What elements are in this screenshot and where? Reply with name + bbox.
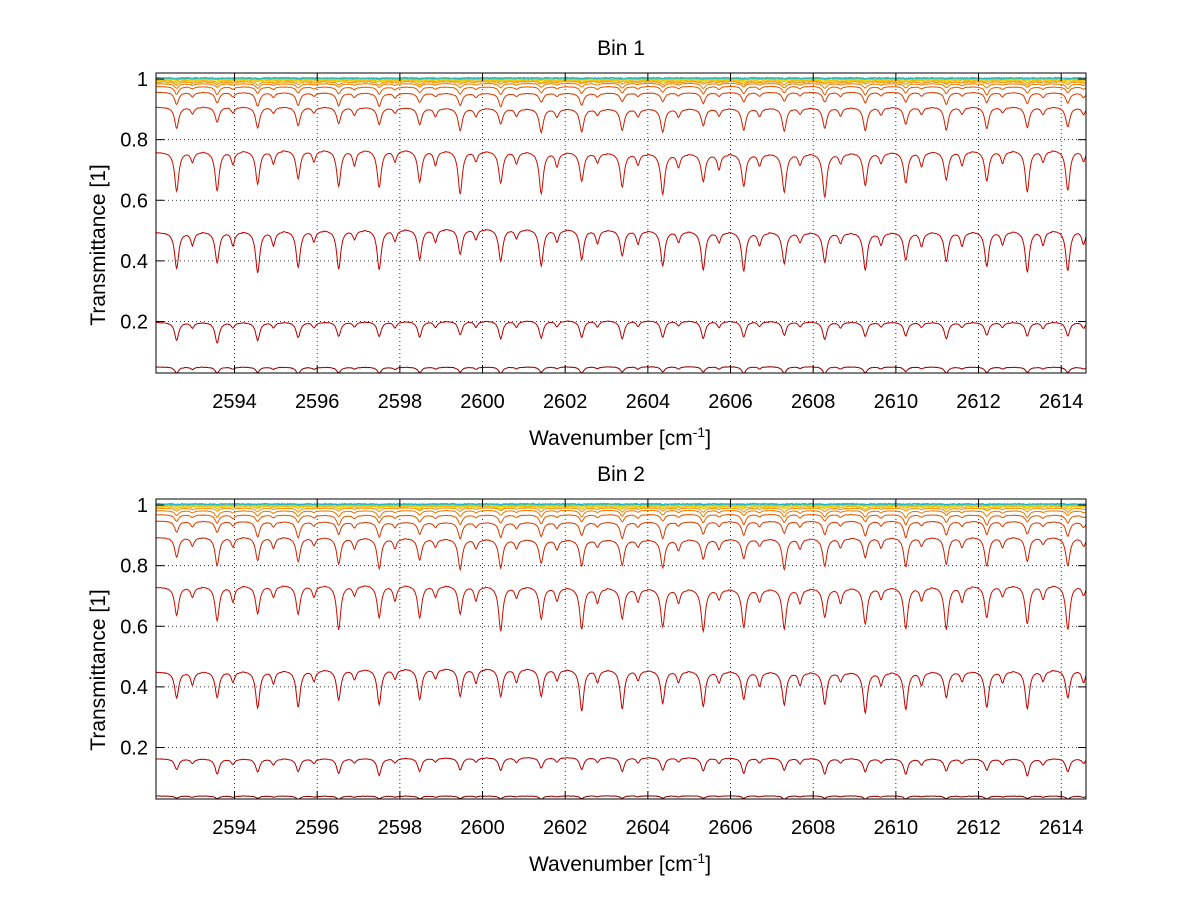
series-line xyxy=(156,507,1086,513)
y-tick-label: 0.8 xyxy=(120,130,148,152)
y-tick-label: 0.8 xyxy=(120,556,148,578)
y-tick-label: 1 xyxy=(137,69,148,91)
axes-box xyxy=(155,498,1087,800)
series-line xyxy=(156,502,1086,506)
x-tick-label: 2614 xyxy=(1039,391,1084,413)
ticks: 2594 2596 2598 2600 2602 2604 2606 2608 2610 2612… xyxy=(120,495,1086,839)
series-line xyxy=(156,228,1086,274)
x-tick-label: 2604 xyxy=(626,391,671,413)
y-tick-label: 0.6 xyxy=(120,616,148,638)
series-line xyxy=(156,85,1086,96)
ticks: 2594 2596 2598 2600 2602 2604 2606 2608 2610 2612… xyxy=(120,69,1086,413)
series-line xyxy=(156,757,1086,777)
x-tick-label: 2612 xyxy=(956,391,1001,413)
x-tick-label: 2614 xyxy=(1039,817,1084,839)
x-tick-label: 2602 xyxy=(543,817,588,839)
series-line xyxy=(156,668,1086,715)
x-tick-label: 2608 xyxy=(791,817,836,839)
subplot-bin-2: Bin 2 Transmittance [1] Wavenumber [cm-1… xyxy=(87,463,1087,876)
series-line xyxy=(156,509,1086,519)
chart-title: Bin 2 xyxy=(597,463,645,486)
y-tick-label: 1 xyxy=(137,495,148,517)
x-axis-label: Wavenumber [cm-1] xyxy=(529,850,711,876)
series-line xyxy=(156,150,1086,199)
series-line xyxy=(156,320,1086,344)
x-tick-label: 2606 xyxy=(708,391,753,413)
series-line xyxy=(156,80,1086,87)
y-axis-label: Transmittance [1] xyxy=(87,589,110,750)
series-line xyxy=(156,82,1086,90)
y-tick-label: 0.2 xyxy=(120,311,148,333)
y-tick-label: 0.4 xyxy=(120,251,148,273)
y-axis-label: Transmittance [1] xyxy=(87,164,110,325)
y-tick-label: 0.2 xyxy=(120,737,148,759)
series-line xyxy=(156,585,1086,634)
series-line xyxy=(156,537,1086,572)
x-tick-label: 2596 xyxy=(295,391,340,413)
x-axis-label: Wavenumber [cm-1] xyxy=(529,424,711,450)
series-line xyxy=(156,91,1086,108)
series-line xyxy=(156,106,1086,135)
x-tick-label: 2600 xyxy=(460,391,505,413)
series-line xyxy=(156,503,1086,508)
y-tick-label: 0.4 xyxy=(120,677,148,699)
series-line xyxy=(156,795,1086,799)
subplot-bin-1: Bin 1 Transmittance [1] Wavenumber [cm-1… xyxy=(87,37,1087,450)
series-line xyxy=(156,505,1086,511)
y-tick-label: 0.6 xyxy=(120,190,148,212)
x-tick-label: 2610 xyxy=(874,391,919,413)
x-tick-label: 2600 xyxy=(460,817,505,839)
x-tick-label: 2604 xyxy=(626,817,671,839)
x-tick-label: 2606 xyxy=(708,817,753,839)
x-tick-label: 2594 xyxy=(212,817,257,839)
x-tick-label: 2602 xyxy=(543,391,588,413)
series-line xyxy=(156,513,1086,526)
series-line xyxy=(156,76,1086,80)
series-line xyxy=(156,520,1086,541)
chart-title: Bin 1 xyxy=(597,37,645,60)
x-tick-label: 2598 xyxy=(378,391,423,413)
x-tick-label: 2612 xyxy=(956,817,1001,839)
x-tick-label: 2596 xyxy=(295,817,340,839)
x-tick-label: 2594 xyxy=(212,391,257,413)
x-tick-label: 2610 xyxy=(874,817,919,839)
series-lines xyxy=(156,502,1086,799)
axes-box xyxy=(155,72,1087,374)
series-line xyxy=(156,366,1086,373)
series-lines xyxy=(156,76,1086,373)
x-tick-label: 2598 xyxy=(378,817,423,839)
x-tick-label: 2608 xyxy=(791,391,836,413)
